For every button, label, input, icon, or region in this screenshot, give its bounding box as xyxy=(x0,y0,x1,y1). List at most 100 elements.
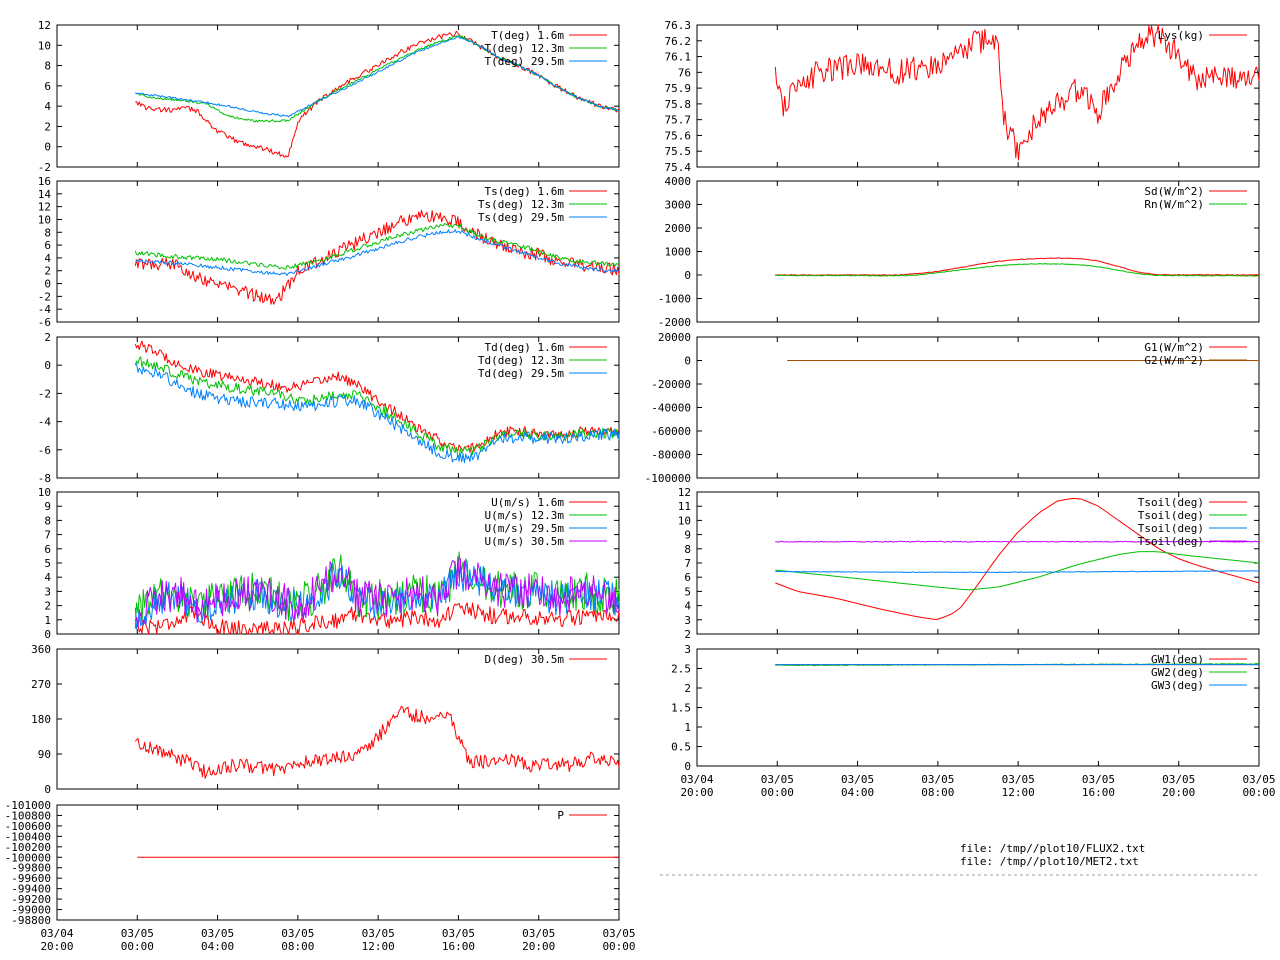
y-tick-label: 8 xyxy=(44,60,51,73)
series-line-3 xyxy=(134,363,620,464)
chart-panel-8: 4000 3000 2000 1000 0 -1000 -2000 Sd(W/m^2)Rn(W… xyxy=(658,175,1260,329)
y-tick-label: 4000 xyxy=(665,175,692,188)
y-tick-label: -4 xyxy=(38,303,52,316)
y-tick-label: -6 xyxy=(38,444,51,457)
y-tick-label: 3 xyxy=(44,585,51,598)
x-tick-label-time: 16:00 xyxy=(1082,786,1115,799)
x-tick-label-date: 03/05 xyxy=(522,927,555,940)
y-tick-label: 76 xyxy=(678,66,691,79)
series-line-1 xyxy=(775,497,1260,621)
legend-label: U(m/s) 29.5m xyxy=(485,522,565,535)
chart-panel-11: 3 2.5 2 1.5 1 0.5 0 GW1(deg)GW2(deg)GW3(deg) xyxy=(671,643,1260,773)
y-tick-label: 2 xyxy=(44,120,51,133)
legend-label: Rn(W/m^2) xyxy=(1144,198,1204,211)
x-tick-label-date: 03/05 xyxy=(1082,773,1115,786)
chart-panel-6: -101000-100800-100600-100400-100200-1000… xyxy=(5,799,620,927)
x-tick-label-time: 04:00 xyxy=(201,940,234,953)
y-tick-label: -98800 xyxy=(11,914,51,927)
y-tick-label: 76.2 xyxy=(665,35,692,48)
y-tick-label: -2 xyxy=(38,290,51,303)
y-tick-label: -1000 xyxy=(658,293,691,306)
y-tick-label: -2 xyxy=(38,387,51,400)
y-tick-label: -20000 xyxy=(651,378,691,391)
y-tick-label: 12 xyxy=(678,486,691,499)
series-line-3 xyxy=(775,570,1260,573)
y-tick-label: -100000 xyxy=(5,851,51,864)
y-tick-label: 7 xyxy=(44,529,51,542)
y-tick-label: -100200 xyxy=(5,841,51,854)
y-tick-label: 3 xyxy=(684,614,691,627)
y-tick-label: -99000 xyxy=(11,904,51,917)
y-tick-label: 90 xyxy=(38,748,51,761)
series-line-1 xyxy=(134,602,620,635)
x-tick-label-time: 04:00 xyxy=(841,786,874,799)
y-tick-label: -4 xyxy=(38,416,52,429)
y-tick-label: 4 xyxy=(684,600,691,613)
plot-frame xyxy=(56,180,620,323)
y-tick-label: -2 xyxy=(38,161,51,174)
y-tick-label: 0 xyxy=(44,278,51,291)
y-tick-label: 2 xyxy=(684,628,691,641)
legend-label: Tsoil(deg) xyxy=(1138,509,1204,522)
y-tick-label: 2 xyxy=(44,600,51,613)
y-tick-label: 0 xyxy=(684,355,691,368)
y-tick-label: 6 xyxy=(44,80,51,93)
x-tick-label-time: 20:00 xyxy=(680,786,713,799)
series-line-1 xyxy=(774,24,1260,161)
chart-panel-9: 20000 0 -20000 -40000 -60000 -80000 -100000 G1(… xyxy=(645,331,1260,485)
x-tick-label-date: 03/05 xyxy=(1242,773,1275,786)
series-line-2 xyxy=(775,551,1260,591)
y-tick-label: 75.8 xyxy=(665,98,692,111)
legend-label: Ts(deg) 1.6m xyxy=(485,185,565,198)
y-tick-label: 75.9 xyxy=(665,82,692,95)
x-tick-label-time: 16:00 xyxy=(442,940,475,953)
legend-label: Tsoil(deg) xyxy=(1138,535,1204,548)
y-tick-label: -2000 xyxy=(658,316,691,329)
x-tick-label-time: 12:00 xyxy=(1002,786,1035,799)
x-tick-label-time: 20:00 xyxy=(1162,786,1195,799)
x-tick-label-time: 00:00 xyxy=(602,940,635,953)
x-tick-label-date: 03/05 xyxy=(841,773,874,786)
series-line-2 xyxy=(134,223,620,270)
legend-label: U(m/s) 12.3m xyxy=(485,509,565,522)
series-line-4 xyxy=(134,556,620,628)
file-note: file: /tmp//plot10/FLUX2.txt xyxy=(960,842,1145,855)
y-tick-label: 2 xyxy=(684,682,691,695)
legend-label: T(deg) 12.3m xyxy=(485,42,565,55)
y-tick-label: 10 xyxy=(38,213,51,226)
series-line-3 xyxy=(135,229,620,276)
y-tick-label: -100000 xyxy=(645,472,691,485)
y-tick-label: 2 xyxy=(44,331,51,344)
y-tick-label: -8 xyxy=(38,472,51,485)
y-tick-label: 75.7 xyxy=(665,114,692,127)
x-tick-label-time: 08:00 xyxy=(281,940,314,953)
y-tick-label: 1.5 xyxy=(671,702,691,715)
y-tick-label: 4 xyxy=(44,252,51,265)
x-tick-label-date: 03/05 xyxy=(362,927,395,940)
legend-label: GW2(deg) xyxy=(1151,666,1204,679)
y-tick-label: 1 xyxy=(44,614,51,627)
y-tick-label: 10 xyxy=(678,514,691,527)
x-tick-label-time: 00:00 xyxy=(761,786,794,799)
legend-label: GW1(deg) xyxy=(1151,653,1204,666)
y-tick-label: 16 xyxy=(38,175,51,188)
x-tick-label-time: 00:00 xyxy=(1242,786,1275,799)
legend-label: T(deg) 1.6m xyxy=(491,29,564,42)
y-tick-label: 11 xyxy=(678,500,691,513)
legend-label: Ts(deg) 12.3m xyxy=(478,198,564,211)
plot-frame xyxy=(56,24,620,168)
y-tick-label: 0 xyxy=(44,141,51,154)
y-tick-label: 8 xyxy=(44,514,51,527)
series-line-3 xyxy=(135,36,619,118)
series-line-1 xyxy=(134,209,620,305)
y-tick-label: 2 xyxy=(44,265,51,278)
legend-label: D(deg) 30.5m xyxy=(485,653,565,666)
y-tick-label: 3 xyxy=(684,643,691,656)
y-tick-label: 360 xyxy=(31,643,51,656)
x-tick-label-date: 03/05 xyxy=(201,927,234,940)
y-tick-label: 14 xyxy=(38,188,52,201)
y-tick-label: 76.3 xyxy=(665,19,692,32)
x-tick-label-time: 08:00 xyxy=(921,786,954,799)
y-tick-label: 20000 xyxy=(658,331,691,344)
